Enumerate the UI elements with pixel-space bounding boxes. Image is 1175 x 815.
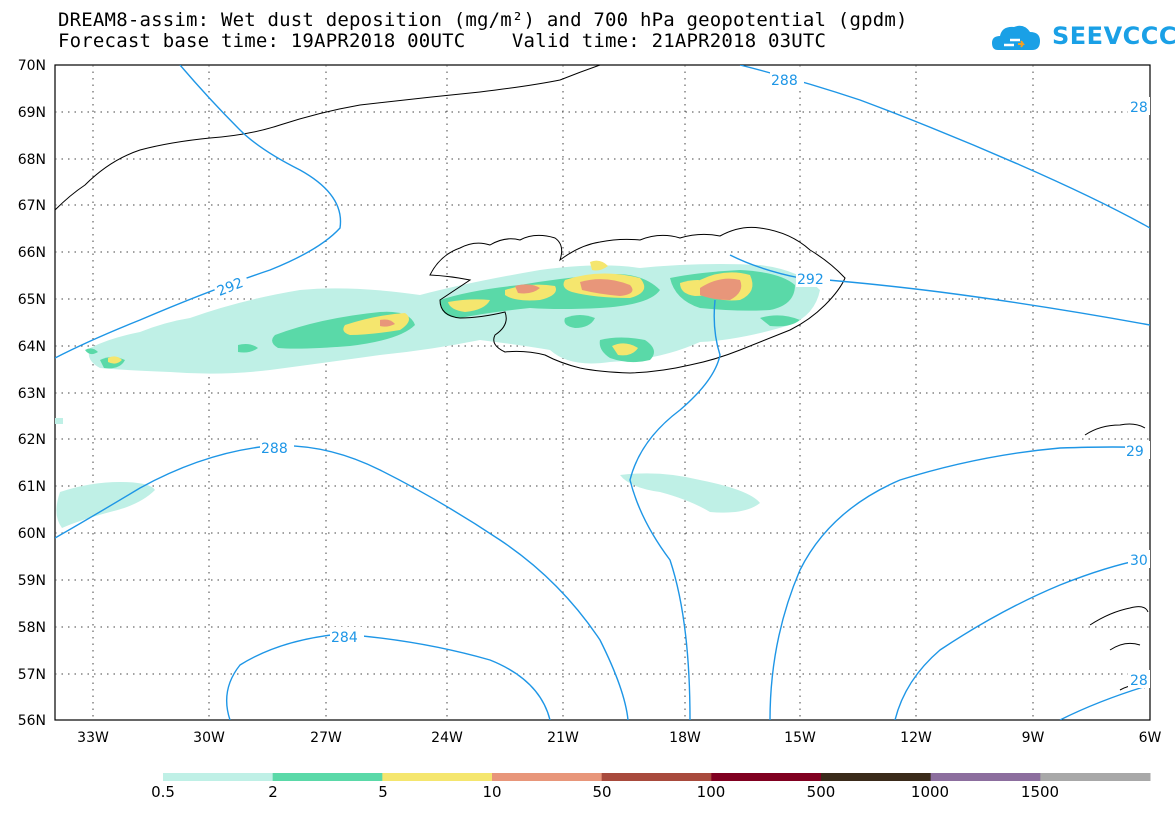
legend-label: 5 (378, 783, 388, 801)
legend-label: 50 (592, 783, 612, 801)
lat-label: 58N (18, 620, 46, 636)
legend-swatch (711, 773, 822, 781)
contour-label-28-bottom: 28 (1130, 673, 1148, 689)
lon-label: 21W (547, 730, 579, 746)
lon-label: 24W (431, 730, 463, 746)
legend-colorbar (163, 773, 1151, 781)
lon-label: 27W (310, 730, 342, 746)
map-title: DREAM8-assim: Wet dust deposition (mg/m²… (58, 9, 908, 31)
lon-label: 6W (1139, 730, 1162, 746)
legend-swatch (163, 773, 274, 781)
lat-label: 66N (18, 245, 46, 261)
lon-label: 30W (193, 730, 225, 746)
legend-label: 0.5 (151, 783, 175, 801)
contour-label-292-east: 292 (797, 272, 824, 288)
coastline (55, 65, 1149, 691)
legend-label: 2 (268, 783, 278, 801)
legend-swatch (382, 773, 493, 781)
lon-label: 18W (669, 730, 701, 746)
cloud-icon (992, 25, 1040, 50)
lat-label: 61N (18, 479, 46, 495)
geopotential-contours (55, 65, 1150, 720)
legend-swatch (821, 773, 932, 781)
contour-label-28-top: 28 (1130, 100, 1148, 116)
lat-label: 69N (18, 105, 46, 121)
contour-label-288-south: 288 (261, 441, 288, 457)
legend-label: 1000 (910, 783, 950, 801)
seevccc-logo: SEEVCCC (1052, 22, 1175, 50)
contour-labels: 288 292 292 288 284 29 30 28 28 (211, 70, 1150, 689)
legend-swatch (1040, 773, 1151, 781)
contour-label-288-north: 288 (771, 73, 798, 89)
lon-label: 9W (1022, 730, 1045, 746)
legend-swatch (492, 773, 603, 781)
legend-label: 100 (696, 783, 726, 801)
lat-label: 63N (18, 386, 46, 402)
legend-swatch (601, 773, 712, 781)
contour-label-30: 30 (1130, 553, 1148, 569)
latitude-labels: 70N 69N 68N 67N 66N 65N 64N 63N 62N 61N … (18, 58, 46, 729)
forecast-time-subtitle: Forecast base time: 19APR2018 00UTC Vali… (58, 30, 827, 52)
lat-label: 64N (18, 339, 46, 355)
lon-label: 12W (900, 730, 932, 746)
legend-label: 1500 (1020, 783, 1060, 801)
lat-label: 65N (18, 292, 46, 308)
lat-label: 67N (18, 198, 46, 214)
dust-level-10 (380, 278, 742, 327)
lat-label: 68N (18, 152, 46, 168)
legend-label: 500 (806, 783, 836, 801)
legend-swatch (272, 773, 383, 781)
lon-label: 33W (77, 730, 109, 746)
lat-label: 70N (18, 58, 46, 74)
graticule (55, 65, 1150, 720)
lat-label: 56N (18, 713, 46, 729)
contour-label-284: 284 (331, 630, 358, 646)
lat-label: 60N (18, 526, 46, 542)
lat-label: 59N (18, 573, 46, 589)
lat-label: 62N (18, 432, 46, 448)
legend-label: 10 (482, 783, 502, 801)
lon-label: 15W (784, 730, 816, 746)
longitude-labels: 33W 30W 27W 24W 21W 18W 15W 12W 9W 6W (77, 730, 1161, 746)
contour-label-29: 29 (1126, 444, 1144, 460)
lat-label: 57N (18, 667, 46, 683)
legend-swatch (930, 773, 1041, 781)
